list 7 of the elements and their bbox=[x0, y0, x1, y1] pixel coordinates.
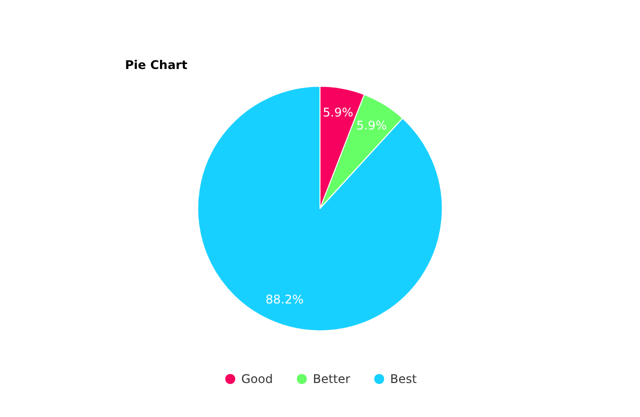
chart-title: Pie Chart bbox=[125, 58, 188, 72]
legend-label: Best bbox=[390, 372, 418, 386]
data-label: 5.9% bbox=[322, 105, 354, 120]
legend-label: Good bbox=[241, 372, 273, 386]
data-label: 5.9% bbox=[356, 118, 387, 132]
data-label: 88.2% bbox=[265, 292, 304, 307]
legend-label: Better bbox=[312, 372, 350, 386]
